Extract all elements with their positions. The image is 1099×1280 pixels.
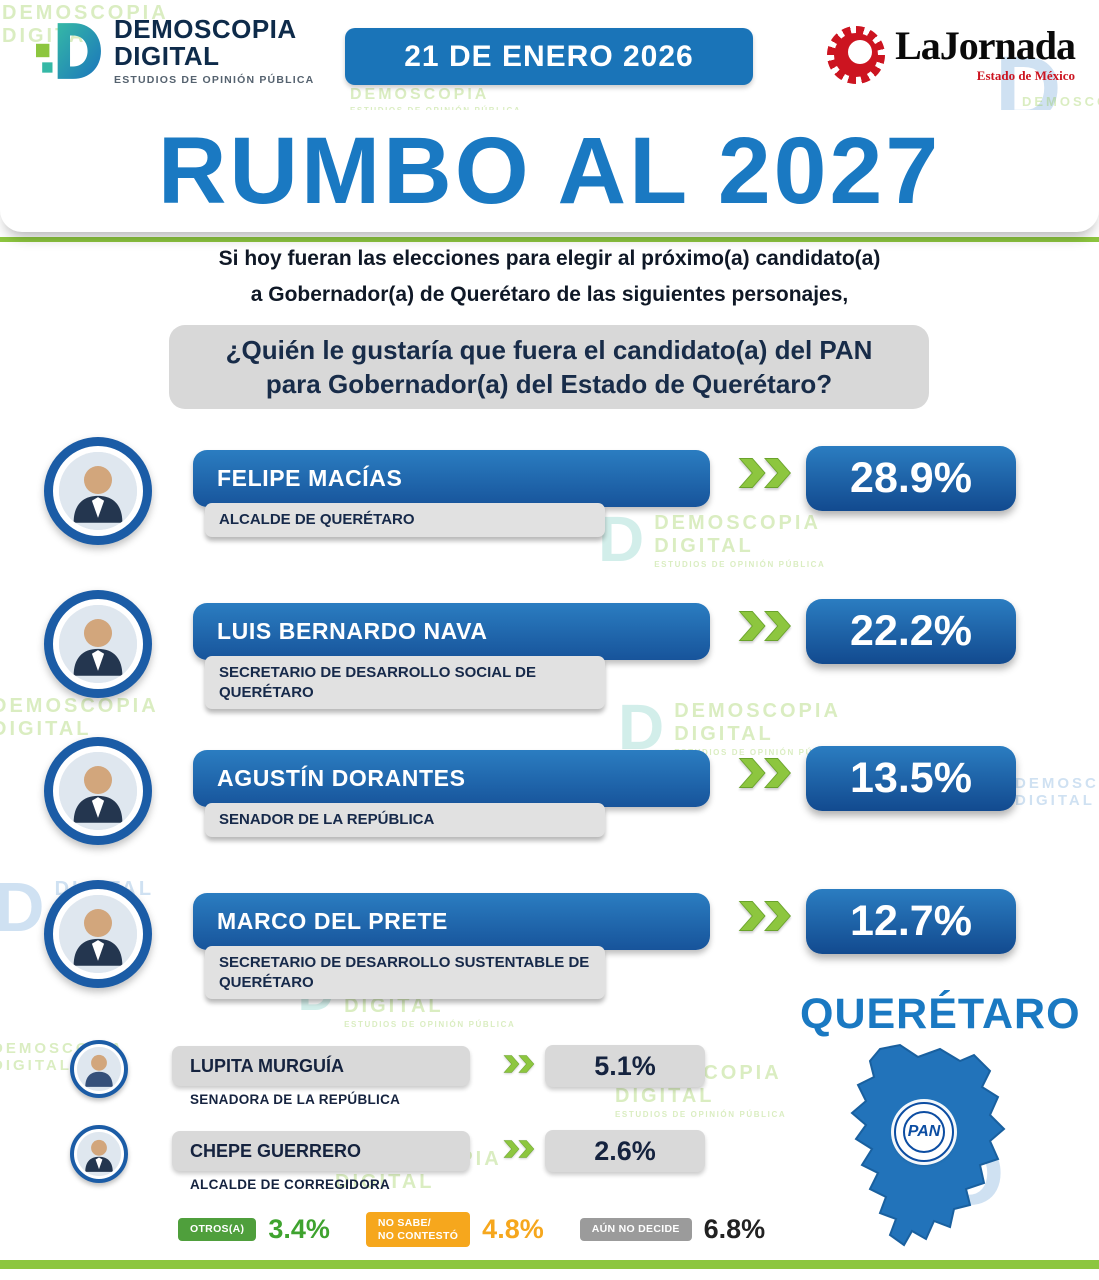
queretaro-map: PAN — [822, 1042, 1022, 1254]
title-band: RUMBO AL 2027 — [0, 110, 1099, 232]
stat-pill: OTROS(A) — [178, 1218, 257, 1241]
demoscopia-brand: DEMOSCOPIA DIGITAL ESTUDIOS DE OPINIÓN P… — [36, 14, 315, 87]
percentage-box: 12.7% — [806, 889, 1016, 954]
percentage-box: 2.6% — [545, 1130, 705, 1172]
stat-value: 4.8% — [482, 1214, 544, 1245]
footer-stats: OTROS(A) 3.4% NO SABE/ NO CONTESTÓ 4.8% … — [178, 1212, 766, 1248]
candidate-row-marco-del-prete: MARCO DEL PRETE SECRETARIO DE DESARROLLO… — [0, 880, 1099, 1012]
person-avatar-icon — [77, 1132, 121, 1176]
candidate-row-lupita-murguia: LUPITA MURGUÍA 5.1% SENADORA DE LA REPÚB… — [0, 1040, 740, 1120]
candidate-role-bar: SECRETARIO DE DESARROLLO SUSTENTABLE DE … — [205, 946, 605, 999]
chevrons-icon — [736, 897, 794, 940]
candidate-photo — [44, 880, 152, 988]
percentage-box: 5.1% — [545, 1045, 705, 1087]
candidate-name: MARCO DEL PRETE — [217, 908, 448, 934]
percentage-box: 28.9% — [806, 446, 1016, 511]
candidate-photo — [70, 1125, 128, 1183]
person-avatar-icon — [59, 452, 137, 530]
chevrons-icon — [502, 1136, 536, 1167]
chevrons-icon — [736, 454, 794, 497]
stat-aun-no-decide: AÚN NO DECIDE 6.8% — [579, 1214, 766, 1245]
question-line-2: para Gobernador(a) del Estado de Queréta… — [265, 369, 833, 399]
person-avatar-icon — [59, 895, 137, 973]
stat-value: 3.4% — [268, 1214, 330, 1245]
green-divider-bottom — [0, 1260, 1099, 1269]
intro-text: Si hoy fueran las elecciones para elegir… — [0, 247, 1099, 319]
candidate-name-bar: MARCO DEL PRETE — [193, 893, 710, 950]
candidate-row-chepe-guerrero: CHEPE GUERRERO 2.6% ALCALDE DE CORREGIDO… — [0, 1125, 740, 1205]
person-avatar-icon — [77, 1047, 121, 1091]
intro-line-2: a Gobernador(a) de Querétaro de las sigu… — [250, 283, 849, 306]
la-jornada-sun-icon — [827, 26, 886, 84]
candidate-name-bar: AGUSTÍN DORANTES — [193, 750, 710, 807]
candidate-photo — [44, 590, 152, 698]
brand-tagline: ESTUDIOS DE OPINIÓN PÚBLICA — [114, 74, 315, 87]
person-avatar-icon — [59, 605, 137, 683]
stat-pill: AÚN NO DECIDE — [579, 1218, 692, 1241]
person-avatar-icon — [59, 752, 137, 830]
candidate-role-bar: ALCALDE DE QUERÉTARO — [205, 503, 605, 537]
candidate-name: FELIPE MACÍAS — [217, 465, 403, 491]
candidate-name-bar: LUIS BERNARDO NAVA — [193, 603, 710, 660]
candidate-name-bar: CHEPE GUERRERO — [172, 1131, 470, 1171]
candidate-photo — [44, 437, 152, 545]
intro-line-1: Si hoy fueran las elecciones para elegir… — [218, 247, 881, 270]
pan-logo-text: PAN — [903, 1111, 945, 1153]
demoscopia-logo-icon — [36, 23, 101, 79]
candidate-name-bar: FELIPE MACÍAS — [193, 450, 710, 507]
candidate-name: AGUSTÍN DORANTES — [217, 765, 466, 791]
percentage-box: 22.2% — [806, 599, 1016, 664]
question-box: ¿Quién le gustaría que fuera el candidat… — [169, 325, 929, 409]
candidate-photo — [70, 1040, 128, 1098]
candidate-role-bar: SENADOR DE LA REPÚBLICA — [205, 803, 605, 837]
stat-no-sabe: NO SABE/ NO CONTESTÓ 4.8% — [365, 1212, 544, 1248]
candidate-role-label: SENADORA DE LA REPÚBLICA — [190, 1092, 401, 1107]
candidate-name: LUIS BERNARDO NAVA — [217, 618, 488, 644]
candidate-photo — [44, 737, 152, 845]
chevrons-icon — [502, 1051, 536, 1082]
la-jornada-region: Estado de México — [976, 68, 1075, 83]
candidate-row-luis-bernardo-nava: LUIS BERNARDO NAVA SECRETARIO DE DESARRO… — [0, 590, 1099, 722]
stat-pill: NO SABE/ NO CONTESTÓ — [365, 1212, 471, 1248]
pan-logo-badge: PAN — [894, 1102, 954, 1162]
percentage-box: 13.5% — [806, 746, 1016, 811]
state-label: QUERÉTARO — [800, 990, 1081, 1038]
la-jornada-logo: LaJornada Estado de México — [827, 23, 1076, 84]
candidate-role-bar: SECRETARIO DE DESARROLLO SOCIAL DE QUERÉ… — [205, 656, 605, 709]
candidate-row-agustin-dorantes: AGUSTÍN DORANTES SENADOR DE LA REPÚBLICA… — [0, 737, 1099, 869]
green-divider — [0, 237, 1099, 242]
candidate-role-label: ALCALDE DE CORREGIDORA — [190, 1177, 391, 1192]
brand-name-line1: DEMOSCOPIA — [114, 14, 297, 44]
stat-otros: OTROS(A) 3.4% — [178, 1214, 330, 1245]
chevrons-icon — [736, 607, 794, 650]
la-jornada-wordmark: LaJornada — [895, 23, 1076, 68]
date-badge: 21 DE ENERO 2026 — [345, 28, 753, 85]
question-line-1: ¿Quién le gustaría que fuera el candidat… — [225, 334, 873, 365]
stat-value: 6.8% — [703, 1214, 766, 1245]
chevrons-icon — [736, 754, 794, 797]
candidate-name-bar: LUPITA MURGUÍA — [172, 1046, 470, 1086]
candidate-row-felipe-macias: FELIPE MACÍAS ALCALDE DE QUERÉTARO 28.9% — [0, 437, 1099, 569]
page-title: RUMBO AL 2027 — [157, 117, 942, 224]
brand-name-line2: DIGITAL — [114, 41, 220, 72]
